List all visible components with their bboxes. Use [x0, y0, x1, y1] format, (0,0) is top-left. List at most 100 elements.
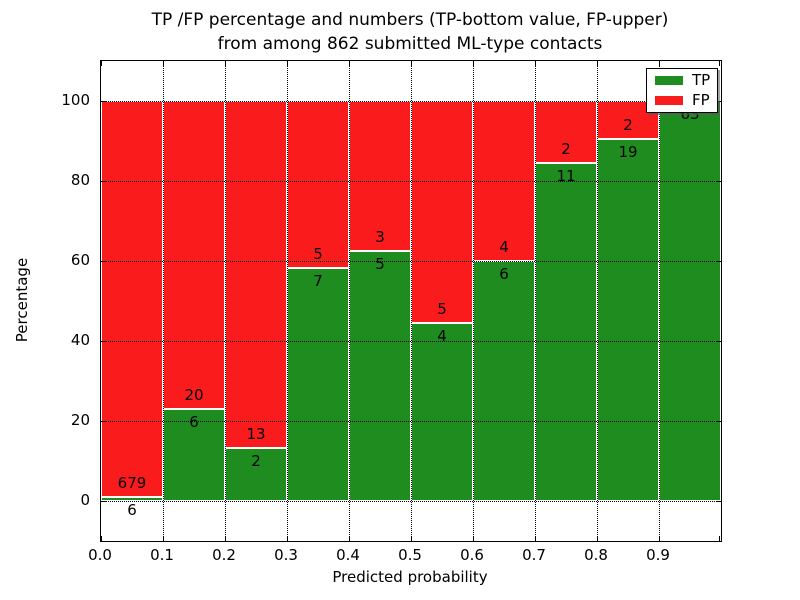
- chart-title-line2: from among 862 submitted ML-type contact…: [217, 34, 603, 54]
- bar-segment-fp: [163, 101, 225, 409]
- bar-segment-fp: [349, 101, 411, 251]
- tp-count-label: 6: [499, 265, 509, 283]
- bar-segment-fp: [287, 101, 349, 268]
- plot-area: 679 6 20 6 13 2 5 7 3 5 5 4 4 6 2 11 2 19 63 TP FP: [100, 60, 722, 542]
- x-tick-label: 0.3: [274, 546, 298, 564]
- x-tick-mark: [101, 61, 102, 66]
- y-tick-mark: [101, 501, 106, 502]
- y-tick-mark: [716, 341, 721, 342]
- x-tick-mark: [411, 61, 412, 66]
- bar-segment-tp: [225, 447, 287, 501]
- x-tick-label: 0.4: [336, 546, 360, 564]
- x-tick-label: 0.0: [88, 546, 112, 564]
- y-tick-label: 20: [70, 411, 90, 429]
- bar-segment-tp: [101, 497, 163, 501]
- y-axis-title: Percentage: [13, 257, 31, 343]
- x-tick-mark: [535, 61, 536, 66]
- bar-segment-tp: [597, 139, 659, 501]
- x-tick-mark: [287, 61, 288, 66]
- x-tick-mark: [473, 536, 474, 541]
- x-tick-mark: [535, 536, 536, 541]
- x-tick-mark: [349, 536, 350, 541]
- v-gridline: [225, 61, 226, 541]
- y-tick-mark: [101, 421, 106, 422]
- v-gridline: [287, 61, 288, 541]
- x-tick-mark: [225, 536, 226, 541]
- y-tick-mark: [716, 501, 721, 502]
- bar-segment-fp: [411, 101, 473, 324]
- v-gridline: [163, 61, 164, 541]
- x-axis-title: Predicted probability: [332, 568, 488, 586]
- y-tick-label: 60: [70, 251, 90, 269]
- x-tick-mark: [163, 61, 164, 66]
- fp-count-label: 5: [313, 244, 323, 263]
- bar-segment-tp: [411, 323, 473, 501]
- bar-segment-tp: [659, 101, 721, 501]
- fp-count-label: 5: [437, 300, 447, 319]
- tp-legend-swatch: [655, 76, 683, 85]
- tp-legend-label: TP: [692, 71, 711, 89]
- x-tick-label: 0.1: [150, 546, 174, 564]
- chart-title: TP /FP percentage and numbers (TP-bottom…: [100, 8, 720, 56]
- x-tick-label: 0.8: [584, 546, 608, 564]
- y-tick-label: 100: [61, 91, 90, 109]
- v-gridline: [597, 61, 598, 541]
- x-tick-mark: [597, 536, 598, 541]
- x-tick-label: 0.5: [398, 546, 422, 564]
- x-tick-label: 0.2: [212, 546, 236, 564]
- x-tick-mark: [597, 61, 598, 66]
- bar-segment-tp: [535, 162, 597, 501]
- x-tick-mark: [659, 536, 660, 541]
- y-tick-label: 80: [70, 171, 90, 189]
- v-gridline: [473, 61, 474, 541]
- legend: TP FP: [646, 68, 718, 113]
- v-gridline: [349, 61, 350, 541]
- x-tick-mark: [719, 61, 720, 66]
- tp-count-label: 19: [618, 143, 638, 162]
- y-tick-mark: [101, 341, 106, 342]
- y-tick-mark: [101, 101, 106, 102]
- x-tick-label: 0.7: [522, 546, 546, 564]
- tp-count-label: 5: [375, 255, 385, 273]
- x-tick-mark: [659, 61, 660, 66]
- legend-item-fp: FP: [647, 93, 717, 108]
- y-tick-mark: [716, 101, 721, 102]
- fp-legend-label: FP: [692, 91, 710, 109]
- bar-segment-fp: [535, 101, 597, 163]
- v-gridline: [535, 61, 536, 541]
- x-tick-mark: [473, 61, 474, 66]
- fp-count-label: 3: [375, 228, 385, 246]
- bar-segment-fp: [101, 101, 163, 498]
- tp-count-label: 11: [556, 166, 576, 185]
- bar-segment-tp: [287, 267, 349, 501]
- tp-count-label: 2: [251, 451, 261, 470]
- fp-count-label: 679: [117, 474, 147, 493]
- v-gridline: [659, 61, 660, 541]
- x-tick-mark: [287, 536, 288, 541]
- bar-segment-tp: [473, 261, 535, 501]
- x-tick-mark: [163, 536, 164, 541]
- y-tick-mark: [101, 181, 106, 182]
- x-tick-mark: [101, 536, 102, 541]
- y-tick-label: 40: [70, 331, 90, 349]
- fp-count-label: 2: [561, 139, 571, 158]
- v-gridline: [411, 61, 412, 541]
- bar-segment-tp: [349, 251, 411, 501]
- fp-count-label: 20: [184, 385, 204, 404]
- x-tick-label: 0.9: [646, 546, 670, 564]
- x-tick-label: 0.6: [460, 546, 484, 564]
- y-tick-label: 0: [80, 491, 90, 509]
- bar-segment-fp: [225, 101, 287, 448]
- y-tick-mark: [101, 261, 106, 262]
- tp-count-label: 6: [127, 501, 137, 520]
- x-tick-mark: [225, 61, 226, 66]
- y-tick-mark: [716, 181, 721, 182]
- fp-legend-swatch: [655, 96, 683, 105]
- fp-count-label: 13: [246, 424, 266, 443]
- chart-title-line1: TP /FP percentage and numbers (TP-bottom…: [151, 10, 669, 30]
- tp-count-label: 6: [189, 412, 199, 431]
- fp-count-label: 2: [623, 116, 633, 135]
- x-tick-mark: [411, 536, 412, 541]
- tp-count-label: 7: [313, 271, 323, 290]
